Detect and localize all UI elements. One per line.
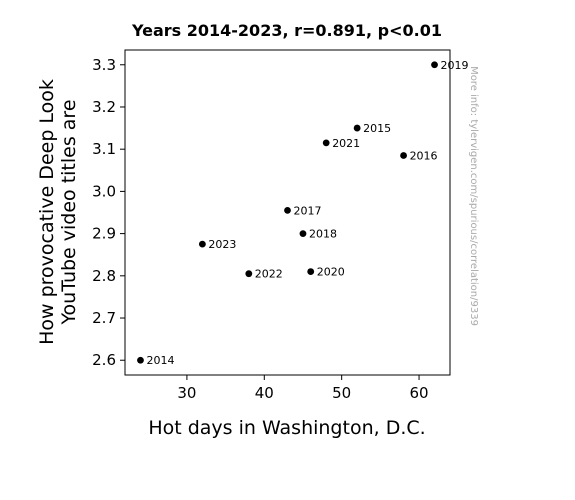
y-tick-label: 2.7 (92, 309, 116, 327)
y-tick-label: 3.0 (92, 182, 116, 200)
y-tick-label: 3.1 (92, 140, 116, 158)
y-tick-label: 2.8 (92, 267, 116, 285)
data-point (198, 240, 206, 248)
x-tick-label: 40 (255, 384, 274, 402)
data-point (245, 270, 253, 278)
x-axis-label: Hot days in Washington, D.C. (148, 417, 425, 439)
data-point-label: 2023 (208, 238, 236, 251)
data-point (322, 139, 330, 147)
data-point-label: 2018 (309, 228, 337, 241)
x-axis-ticks: 30 40 50 60 (177, 375, 429, 402)
y-tick-label: 3.2 (92, 98, 116, 116)
data-point-label: 2014 (146, 354, 174, 367)
data-point (307, 268, 315, 275)
data-point-label: 2016 (410, 150, 438, 163)
data-point-label: 2021 (332, 137, 360, 150)
watermark-text: More info: tylervigen.com/spurious/corre… (468, 66, 479, 326)
y-tick-label: 2.6 (92, 351, 116, 369)
data-point (400, 152, 407, 159)
data-point-label: 2017 (294, 204, 322, 217)
x-tick-label: 50 (332, 384, 351, 402)
y-axis-label-line-2: YouTube video titles are (58, 99, 80, 325)
data-point (299, 230, 307, 238)
y-axis-ticks: 2.6 2.7 2.8 2.9 3.0 3.1 3.2 3.3 (92, 56, 125, 369)
data-point (137, 356, 144, 364)
data-point (353, 124, 361, 132)
y-axis-label-line-1: How provocative Deep Look (36, 79, 58, 345)
data-point-label: 2020 (317, 266, 345, 279)
chart-title: Years 2014-2023, r=0.891, p<0.01 (131, 21, 442, 40)
data-point-label: 2015 (363, 122, 391, 135)
data-points: 2014 2015 2016 2017 2018 2019 2020 2021 2022 2023 (137, 59, 469, 367)
data-point-label: 2022 (255, 268, 283, 281)
y-tick-label: 2.9 (92, 225, 116, 243)
x-tick-label: 30 (177, 384, 196, 402)
data-point-label: 2019 (441, 59, 469, 72)
x-tick-label: 60 (410, 384, 429, 402)
data-point (284, 206, 291, 214)
y-tick-label: 3.3 (92, 56, 116, 74)
data-point (431, 61, 438, 69)
